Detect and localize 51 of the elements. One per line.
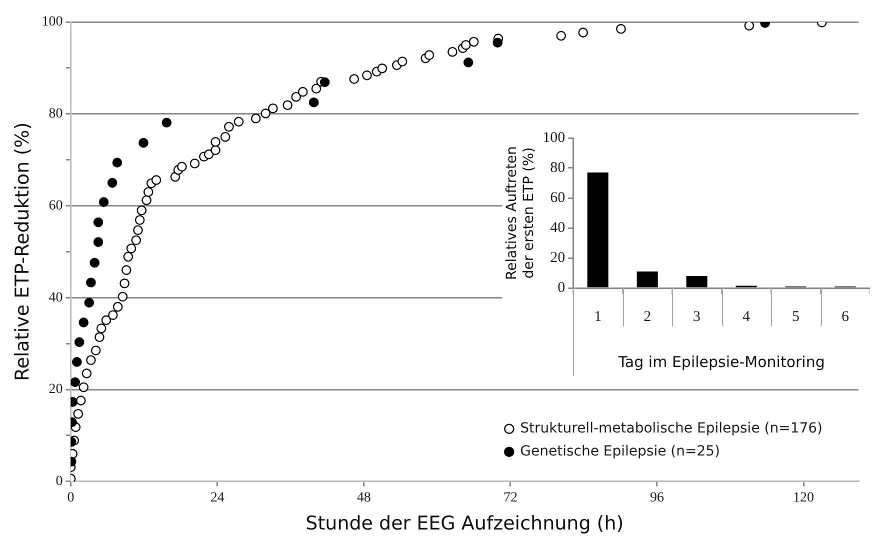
x-tick-label: 0 [67, 490, 74, 506]
point [492, 38, 503, 48]
x-tick-label: 3 [693, 308, 701, 325]
y-tick-label: 0 [558, 280, 566, 296]
y-tick-label: 60 [48, 198, 63, 214]
y-axis-title: Relatives Auftreten der ersten ETP (%) [504, 146, 537, 280]
point [93, 237, 104, 247]
y-tick-label: 20 [48, 382, 63, 398]
y-tick-label: 100 [542, 130, 566, 146]
x-axis-title: Stunde der EEG Aufzeichnung (h) [306, 512, 624, 535]
y-axis-title: Relative ETP-Reduktion (%) [11, 122, 34, 382]
x-tick-label: 6 [842, 308, 850, 325]
x-tick-label: 1 [594, 308, 602, 325]
bar [587, 172, 608, 288]
point [74, 337, 84, 348]
legend-label: Genetische Epilepsie (n=25) [520, 444, 720, 460]
point [72, 357, 82, 367]
point [463, 58, 474, 68]
bar [686, 276, 708, 288]
point [98, 197, 109, 207]
point [112, 158, 122, 168]
y-tick-label: 60 [550, 190, 566, 206]
legend-label: Strukturell-metabolische Epilepsie (n=176) [520, 420, 823, 437]
y-tick-label: 40 [550, 220, 566, 236]
x-tick-label: 5 [792, 308, 800, 325]
point [84, 298, 94, 308]
y-tick-label: 100 [42, 14, 63, 30]
point [107, 178, 118, 188]
point [320, 77, 330, 88]
y-tick-label: 40 [48, 290, 63, 306]
y-tick-label: 0 [56, 474, 63, 490]
x-tick-label: 2 [644, 308, 652, 325]
point [90, 258, 100, 268]
x-tick-label: 72 [503, 490, 518, 506]
bar [636, 272, 658, 288]
point [78, 318, 89, 328]
point [86, 278, 96, 288]
x-tick-label: 4 [742, 308, 751, 325]
point [93, 217, 104, 228]
y-tick-label: 80 [550, 160, 566, 176]
x-axis-title: Tag im Epilepsie-Monitoring [617, 352, 825, 371]
point [162, 118, 172, 128]
x-tick-label: 24 [210, 490, 224, 506]
point [308, 97, 319, 108]
y-tick-label: 20 [550, 250, 566, 266]
x-tick-label: 48 [356, 490, 371, 506]
point [70, 377, 80, 388]
y-tick-label: 80 [48, 106, 63, 122]
point [138, 138, 148, 148]
x-tick-label: 96 [650, 490, 664, 506]
x-tick-label: 120 [793, 490, 814, 506]
